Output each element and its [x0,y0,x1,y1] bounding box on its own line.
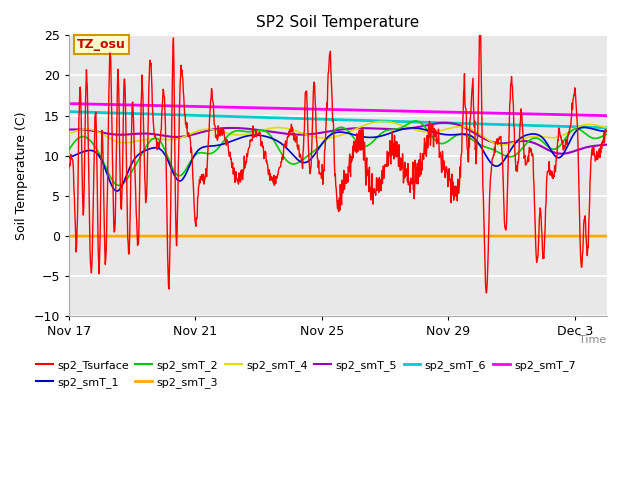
Text: Time: Time [579,335,607,345]
Title: SP2 Soil Temperature: SP2 Soil Temperature [256,15,419,30]
Y-axis label: Soil Temperature (C): Soil Temperature (C) [15,112,28,240]
Text: TZ_osu: TZ_osu [77,38,126,51]
Legend: sp2_Tsurface, sp2_smT_1, sp2_smT_2, sp2_smT_3, sp2_smT_4, sp2_smT_5, sp2_smT_6, : sp2_Tsurface, sp2_smT_1, sp2_smT_2, sp2_… [31,356,580,392]
